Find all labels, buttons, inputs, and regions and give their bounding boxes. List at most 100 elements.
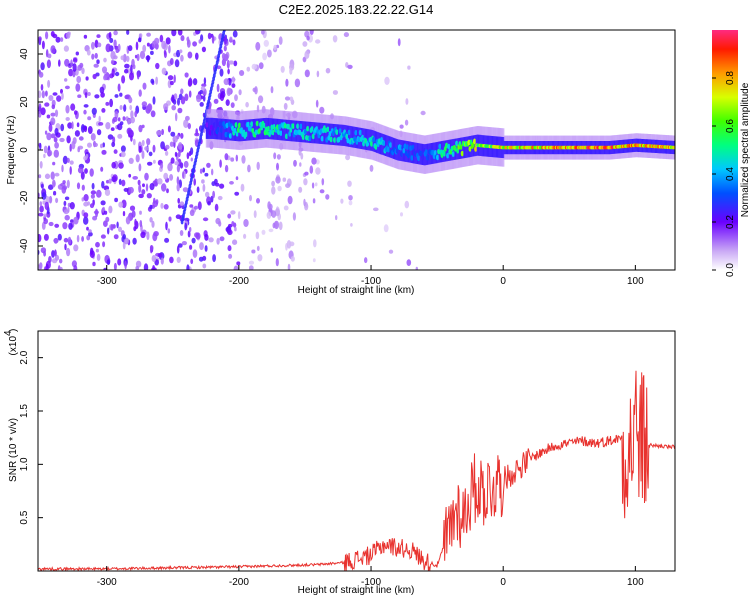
noise-speck <box>232 76 235 84</box>
noise-speck <box>176 245 180 254</box>
noise-speck <box>369 164 374 172</box>
noise-speck <box>266 211 272 219</box>
noise-speck <box>64 243 67 251</box>
noise-speck <box>51 104 56 110</box>
noise-speck <box>77 94 82 98</box>
ridge-core <box>374 144 378 150</box>
spectrogram-x-ticks: -300 -200 -100 0 100 <box>97 265 644 287</box>
noise-speck <box>76 122 80 128</box>
noise-speck <box>191 237 196 244</box>
noise-speck <box>211 168 214 176</box>
noise-speck <box>325 194 330 200</box>
noise-speck <box>224 153 229 161</box>
noise-speck <box>128 173 132 178</box>
noise-speck <box>160 257 164 265</box>
noise-speck <box>155 76 159 85</box>
noise-speck <box>122 211 126 217</box>
noise-speck <box>152 144 156 153</box>
noise-speck <box>48 123 53 132</box>
noise-speck <box>168 216 172 222</box>
noise-speck <box>177 142 183 150</box>
noise-speck <box>271 180 275 187</box>
noise-speck <box>100 143 103 149</box>
noise-speck <box>196 94 202 103</box>
noise-speck <box>290 256 295 262</box>
noise-speck <box>102 142 105 148</box>
noise-speck <box>69 166 72 175</box>
ridge-mid <box>286 119 289 141</box>
noise-speck <box>119 92 123 97</box>
noise-speck <box>92 73 97 80</box>
noise-speck <box>217 195 223 201</box>
noise-speck <box>118 201 124 208</box>
noise-speck <box>113 234 119 240</box>
noise-speck <box>177 97 180 106</box>
noise-speck <box>343 32 349 38</box>
noise-speck <box>176 256 181 263</box>
noise-speck <box>130 135 133 142</box>
noise-speck <box>388 249 394 254</box>
noise-speck <box>144 146 149 151</box>
ridge-mid <box>466 136 469 158</box>
noise-speck <box>107 134 114 140</box>
noise-speck <box>127 118 131 125</box>
noise-speck <box>43 153 46 159</box>
noise-speck <box>168 44 171 54</box>
noise-speck <box>129 205 136 211</box>
noise-speck <box>130 64 133 74</box>
noise-speck <box>134 54 138 59</box>
noise-speck <box>233 265 239 270</box>
noise-speck <box>87 116 92 121</box>
noise-speck <box>167 162 173 172</box>
noise-speck <box>207 201 211 206</box>
noise-speck <box>138 163 142 172</box>
noise-speck <box>121 75 126 84</box>
noise-speck <box>160 141 166 150</box>
ridge-mid <box>464 136 467 158</box>
noise-speck <box>258 62 264 70</box>
noise-speck <box>270 247 274 253</box>
noise-speck <box>38 103 42 112</box>
noise-speck <box>190 258 194 264</box>
ridge-mid <box>349 125 351 147</box>
colorbar-tick-label: 0.0 <box>725 263 736 277</box>
noise-speck <box>275 176 281 184</box>
ridge-core <box>287 123 291 130</box>
ridge-core <box>237 122 241 129</box>
ridge-core <box>205 122 209 128</box>
noise-speck <box>85 153 89 159</box>
noise-speck <box>38 174 42 179</box>
noise-speck <box>227 245 232 252</box>
noise-speck <box>90 133 96 141</box>
noise-speck <box>236 261 241 266</box>
ridge-core <box>399 144 403 151</box>
noise-speck <box>147 161 153 166</box>
noise-speck <box>335 215 338 221</box>
noise-speck <box>224 36 227 45</box>
noise-speck <box>47 79 51 88</box>
noise-speck <box>91 107 97 115</box>
noise-speck <box>309 165 314 174</box>
noise-speck <box>97 42 102 48</box>
colorbar-tick-label: 0.8 <box>725 71 736 85</box>
ridge-mid <box>280 119 283 141</box>
noise-speck <box>94 94 100 99</box>
noise-speck <box>103 57 107 63</box>
noise-speck <box>206 162 211 168</box>
noise-speck <box>114 94 119 98</box>
noise-speck <box>138 33 143 38</box>
noise-speck <box>45 90 48 97</box>
noise-speck <box>74 110 78 115</box>
noise-speck <box>135 41 139 51</box>
noise-speck <box>126 55 130 63</box>
noise-speck <box>261 30 265 35</box>
noise-speck <box>66 179 70 189</box>
noise-speck <box>248 265 254 270</box>
noise-speck <box>199 242 204 251</box>
noise-speck <box>230 210 236 215</box>
ridge-mid <box>426 143 429 165</box>
colorbar: 0.0 0.2 0.4 0.6 0.8 Normalized spectral ampl… <box>712 30 750 277</box>
noise-speck <box>271 210 277 218</box>
noise-speck <box>270 86 274 94</box>
noise-speck <box>188 90 192 98</box>
